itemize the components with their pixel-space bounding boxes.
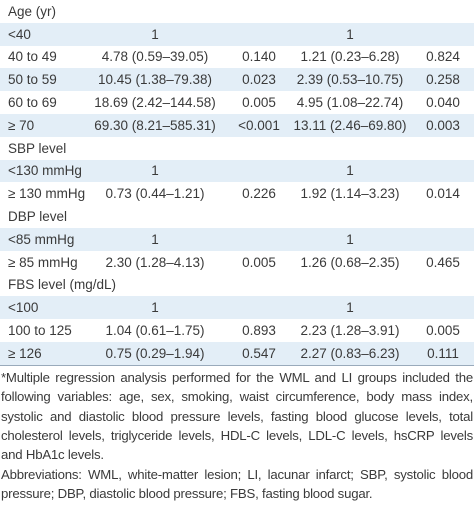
footnote: *Multiple regression analysis performed …: [1, 369, 473, 463]
p-value: 0.003: [412, 113, 474, 137]
p-value: [412, 227, 474, 251]
section-label: DBP level: [8, 209, 68, 225]
odds-ratio: 1.92 (1.14–3.23): [300, 186, 400, 202]
odds-ratio: 13.11 (2.46–69.80): [288, 113, 412, 137]
table-row: 40 to 49 4.78 (0.59–39.05) 0.140 1.21 (0.23…: [0, 46, 474, 69]
p-value: [230, 159, 288, 183]
table-body: Age (yr) <40 1 1 40 to 49 4.78 (0.59–39.05) 0.…: [0, 0, 474, 365]
p-value: 0.226: [242, 186, 276, 202]
section-label: SBP level: [8, 140, 67, 156]
p-value: [412, 22, 474, 46]
row-label: <40: [0, 22, 80, 46]
row-label: <100: [0, 296, 80, 320]
table-row: ≥ 126 0.75 (0.29–1.94) 0.547 2.27 (0.83–6.2…: [0, 341, 474, 365]
footnotes: *Multiple regression analysis performed …: [0, 366, 474, 504]
p-value: 0.040: [426, 95, 460, 111]
p-value: 0.465: [426, 254, 460, 270]
odds-ratio: 1: [288, 227, 412, 251]
odds-ratio: 1.04 (0.61–1.75): [105, 323, 205, 339]
row-label: 40 to 49: [8, 49, 57, 65]
row-label: ≥ 85 mmHg: [8, 254, 78, 270]
odds-ratio: 1: [80, 296, 230, 320]
p-value: <0.001: [230, 113, 288, 137]
table-row: <100 1 1: [0, 296, 474, 320]
table-row: <40 1 1: [0, 22, 474, 46]
odds-ratio: 1: [80, 227, 230, 251]
odds-ratio: 4.95 (1.08–22.74): [296, 95, 404, 111]
odds-ratio: 1.26 (0.68–2.35): [300, 254, 400, 270]
odds-ratio: 2.30 (1.28–4.13): [105, 254, 205, 270]
p-value: 0.005: [426, 323, 460, 339]
table-row: <85 mmHg 1 1: [0, 227, 474, 251]
p-value: 0.893: [242, 323, 276, 339]
section-label: Age (yr): [8, 3, 57, 19]
p-value: 0.140: [242, 49, 276, 65]
odds-ratio: 1: [288, 22, 412, 46]
p-value: [230, 22, 288, 46]
p-value: 0.014: [426, 186, 460, 202]
table-row: <130 mmHg 1 1: [0, 159, 474, 183]
odds-ratio: 4.78 (0.59–39.05): [101, 49, 209, 65]
table-row: SBP level: [0, 137, 474, 160]
row-label: ≥ 130 mmHg: [8, 186, 86, 202]
p-value: 0.005: [242, 95, 276, 111]
footnote: Abbreviations: WML, white-matter lesion;…: [1, 466, 473, 502]
p-value: 0.111: [412, 341, 474, 365]
odds-ratio: 2.23 (1.28–3.91): [300, 323, 400, 339]
row-label: <85 mmHg: [0, 227, 80, 251]
section-label: FBS level (mg/dL): [8, 277, 117, 293]
row-label: ≥ 70: [0, 113, 80, 137]
odds-ratio: 0.73 (0.44–1.21): [105, 186, 205, 202]
row-label: 60 to 69: [8, 95, 57, 111]
results-table: Age (yr) <40 1 1 40 to 49 4.78 (0.59–39.05) 0.…: [0, 0, 474, 365]
table-row: ≥ 85 mmHg 2.30 (1.28–4.13) 0.005 1.26 (0.68…: [0, 251, 474, 274]
table-row: ≥ 70 69.30 (8.21–585.31) <0.001 13.11 (2.46…: [0, 113, 474, 137]
p-value: [230, 296, 288, 320]
row-label: ≥ 126: [0, 341, 80, 365]
p-value: 0.023: [230, 68, 288, 92]
odds-ratio: 1: [288, 159, 412, 183]
table-row: ≥ 130 mmHg 0.73 (0.44–1.21) 0.226 1.92 (1.1…: [0, 182, 474, 205]
row-label: 100 to 125: [8, 323, 72, 339]
table-row: 50 to 59 10.45 (1.38–79.38) 0.023 2.39 (0.5…: [0, 68, 474, 92]
odds-ratio: 1: [80, 159, 230, 183]
odds-ratio: 1: [288, 296, 412, 320]
row-label: <130 mmHg: [0, 159, 82, 183]
p-value: [230, 227, 288, 251]
row-label: 50 to 59: [0, 68, 80, 92]
table: Age (yr) <40 1 1 40 to 49 4.78 (0.59–39.05) 0.…: [0, 0, 474, 366]
p-value: 0.005: [242, 254, 276, 270]
table-row: 100 to 125 1.04 (0.61–1.75) 0.893 2.23 (1.2…: [0, 319, 474, 342]
table-row: 60 to 69 18.69 (2.42–144.58) 0.005 4.95 (1.…: [0, 91, 474, 114]
odds-ratio: 1.21 (0.23–6.28): [300, 49, 400, 65]
table-row: Age (yr): [0, 0, 474, 23]
p-value: 0.824: [426, 49, 460, 65]
odds-ratio: 0.75 (0.29–1.94): [80, 341, 230, 365]
p-value: 0.258: [412, 68, 474, 92]
odds-ratio: 1: [80, 22, 230, 46]
odds-ratio: 2.27 (0.83–6.23): [288, 341, 412, 365]
table-row: DBP level: [0, 205, 474, 228]
p-value: [412, 159, 474, 183]
odds-ratio: 69.30 (8.21–585.31): [80, 113, 230, 137]
odds-ratio: 18.69 (2.42–144.58): [94, 95, 216, 111]
table-row: FBS level (mg/dL): [0, 274, 474, 297]
odds-ratio: 2.39 (0.53–10.75): [288, 68, 412, 92]
p-value: [412, 296, 474, 320]
odds-ratio: 10.45 (1.38–79.38): [80, 68, 230, 92]
p-value: 0.547: [230, 341, 288, 365]
